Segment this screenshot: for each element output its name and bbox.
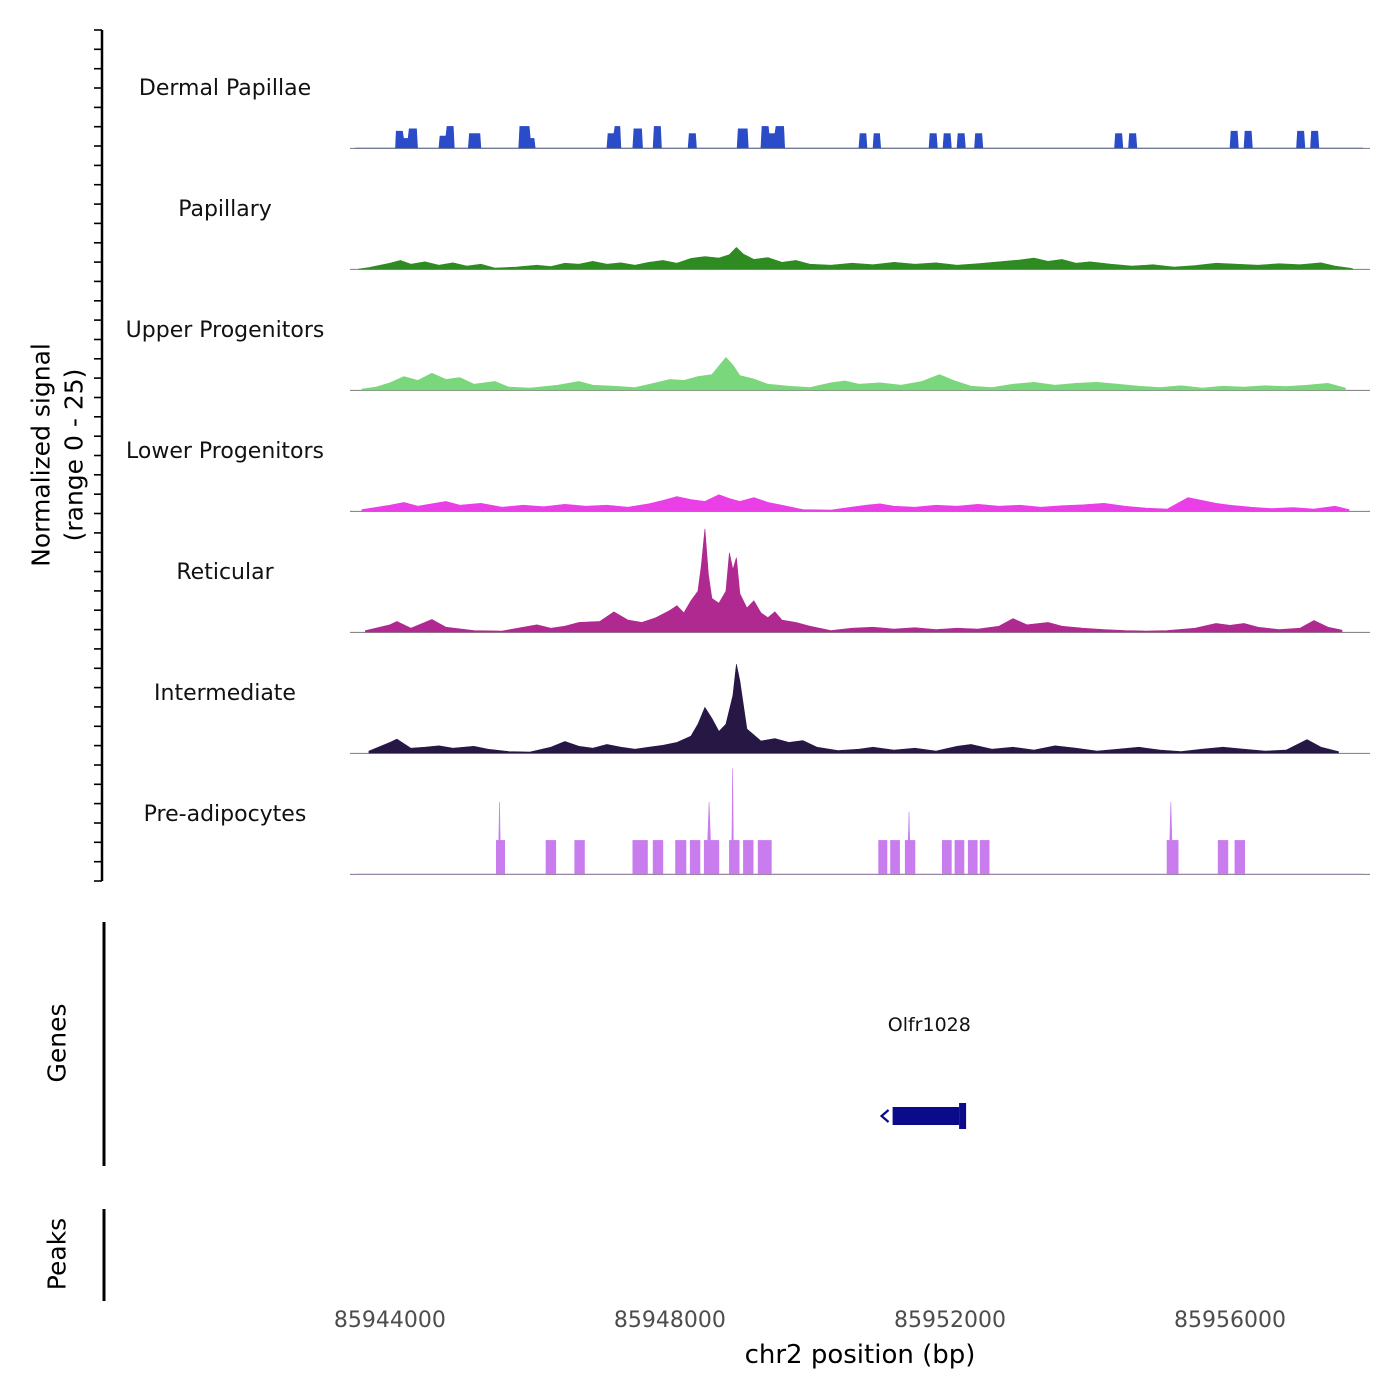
signal-track-plot-pre-adipocytes (350, 768, 1370, 875)
signal-track-plot-upper-progenitors (350, 356, 1370, 391)
track-row-lower-progenitors: Lower Progenitors (0, 391, 1400, 512)
track-row-dermal-papillae: Dermal Papillae (0, 28, 1400, 149)
track-label: Reticular (176, 560, 274, 585)
signal-track-plot-intermediate (350, 664, 1370, 754)
track-row-reticular: Reticular (0, 512, 1400, 633)
track-row-papillary: Papillary (0, 149, 1400, 270)
peaks-axis-line (102, 1209, 106, 1301)
track-label: Lower Progenitors (126, 439, 324, 464)
peaks-section-label: Peaks (42, 1217, 72, 1291)
track-label: Intermediate (154, 681, 296, 706)
signal-tracks: Dermal Papillae Papillary Upper Progenit… (0, 28, 1400, 875)
gene-label: Olfr1028 (887, 1014, 971, 1036)
signal-track-plot-reticular (350, 528, 1370, 633)
track-row-pre-adipocytes: Pre-adipocytes (0, 754, 1400, 875)
track-row-upper-progenitors: Upper Progenitors (0, 270, 1400, 391)
track-label: Dermal Papillae (138, 76, 312, 101)
gene-track-plot (879, 1103, 967, 1129)
signal-track-plot-papillary (350, 246, 1370, 270)
genes-section-label: Genes (42, 1003, 72, 1083)
x-axis: 85944000 85948000 85952000 85956000 (0, 1308, 1400, 1336)
x-axis-tick-label: 85956000 (1173, 1308, 1286, 1333)
track-label: Pre-adipocytes (143, 802, 307, 827)
genes-axis-line (102, 922, 106, 1166)
x-axis-title: chr2 position (bp) (744, 1340, 976, 1370)
signal-track-plot-lower-progenitors (350, 494, 1370, 512)
signal-track-plot-dermal-papillae (350, 126, 1370, 149)
x-axis-tick-label: 85952000 (893, 1308, 1006, 1333)
track-label: Papillary (178, 197, 272, 222)
signal-axis-ruler (94, 29, 104, 882)
x-axis-tick-label: 85948000 (613, 1308, 726, 1333)
x-axis-tick-label: 85944000 (333, 1308, 446, 1333)
track-row-intermediate: Intermediate (0, 633, 1400, 754)
track-label: Upper Progenitors (125, 318, 325, 343)
